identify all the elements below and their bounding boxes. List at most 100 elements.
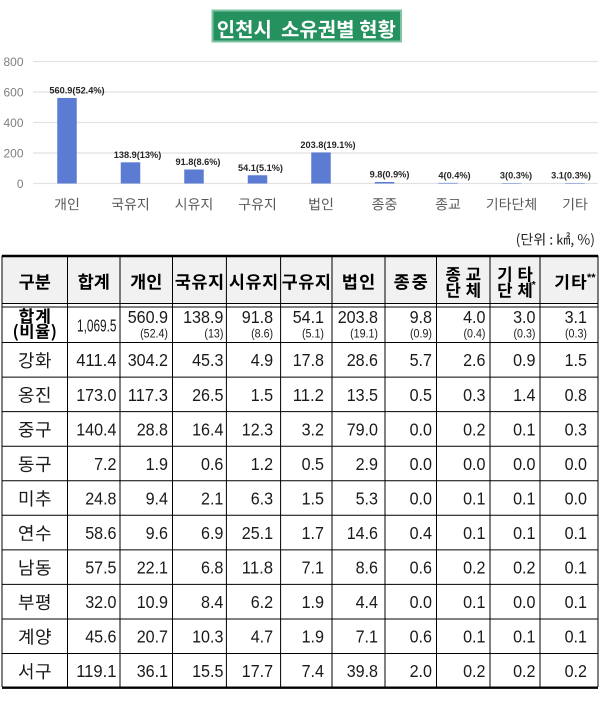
svg-text:0.5: 0.5 xyxy=(410,385,432,405)
svg-text:91.8: 91.8 xyxy=(242,307,273,327)
svg-text:0.8: 0.8 xyxy=(565,385,587,405)
svg-text:(52.4): (52.4) xyxy=(140,328,168,340)
svg-text:2.6: 2.6 xyxy=(463,350,485,370)
svg-text:0.0: 0.0 xyxy=(513,454,535,474)
svg-text:0.6: 0.6 xyxy=(410,558,432,578)
svg-text:32.0: 32.0 xyxy=(85,592,116,612)
svg-text:7.4: 7.4 xyxy=(302,661,325,681)
svg-text:560.9: 560.9 xyxy=(128,307,168,327)
svg-text:(0.3): (0.3) xyxy=(514,328,536,340)
svg-text:200: 200 xyxy=(3,146,23,160)
svg-text:1,069.5: 1,069.5 xyxy=(77,315,117,335)
svg-text:0.0: 0.0 xyxy=(565,488,587,508)
svg-text:4.0: 4.0 xyxy=(463,307,485,327)
svg-text:3.0: 3.0 xyxy=(513,307,535,327)
svg-text:0.2: 0.2 xyxy=(565,661,587,681)
svg-text:5.7: 5.7 xyxy=(410,350,432,370)
svg-text:1.5: 1.5 xyxy=(302,488,324,508)
svg-text:22.1: 22.1 xyxy=(137,558,168,578)
svg-text:0.1: 0.1 xyxy=(513,419,535,439)
svg-text:0.2: 0.2 xyxy=(513,661,535,681)
svg-text:0.0: 0.0 xyxy=(410,454,432,474)
svg-text:0.2: 0.2 xyxy=(463,558,485,578)
svg-text:0.1: 0.1 xyxy=(565,558,587,578)
svg-text:5.3: 5.3 xyxy=(356,488,378,508)
svg-text:560.9(52.4%): 560.9(52.4%) xyxy=(49,85,104,95)
svg-text:58.6: 58.6 xyxy=(85,523,116,543)
svg-text:0.6: 0.6 xyxy=(410,627,432,647)
svg-text:3.2: 3.2 xyxy=(302,419,324,439)
svg-text:79.0: 79.0 xyxy=(347,419,378,439)
svg-text:0.2: 0.2 xyxy=(463,661,485,681)
svg-text:117.3: 117.3 xyxy=(128,385,168,405)
svg-text:0.9: 0.9 xyxy=(513,350,535,370)
svg-text:6.9: 6.9 xyxy=(201,523,223,543)
svg-text:138.9: 138.9 xyxy=(183,307,223,327)
svg-text:0.0: 0.0 xyxy=(410,592,432,612)
svg-text:7.1: 7.1 xyxy=(356,627,378,647)
svg-text:2.1: 2.1 xyxy=(201,488,223,508)
svg-text:173.0: 173.0 xyxy=(76,385,116,405)
svg-text:0.5: 0.5 xyxy=(302,454,324,474)
svg-text:8.4: 8.4 xyxy=(201,592,224,612)
svg-text:2.9: 2.9 xyxy=(356,454,378,474)
svg-text:0.0: 0.0 xyxy=(513,592,535,612)
svg-text:0.1: 0.1 xyxy=(463,592,485,612)
svg-text:1.9: 1.9 xyxy=(302,627,324,647)
svg-text:411.4: 411.4 xyxy=(76,350,117,370)
svg-text:54.1: 54.1 xyxy=(293,307,324,327)
svg-text:45.6: 45.6 xyxy=(85,627,116,647)
svg-text:13.5: 13.5 xyxy=(347,385,378,405)
svg-text:54.1(5.1%): 54.1(5.1%) xyxy=(238,163,283,173)
svg-text:3.1: 3.1 xyxy=(565,307,587,327)
svg-text:0.0: 0.0 xyxy=(410,419,432,439)
svg-text:12.3: 12.3 xyxy=(242,419,273,439)
svg-text:36.1: 36.1 xyxy=(137,661,168,681)
svg-text:(0.9): (0.9) xyxy=(410,328,432,340)
svg-text:9.8: 9.8 xyxy=(410,307,432,327)
svg-text:4(0.4%): 4(0.4%) xyxy=(438,170,470,180)
svg-text:0.3: 0.3 xyxy=(565,419,587,439)
svg-text:28.8: 28.8 xyxy=(137,419,168,439)
svg-text:91.8(8.6%): 91.8(8.6%) xyxy=(176,157,221,167)
svg-text:7.2: 7.2 xyxy=(94,454,116,474)
svg-text:39.8: 39.8 xyxy=(347,661,378,681)
svg-text:0.2: 0.2 xyxy=(463,419,485,439)
svg-text:0.0: 0.0 xyxy=(565,454,587,474)
svg-text:*: * xyxy=(532,280,536,291)
svg-text:(8.6): (8.6) xyxy=(251,328,273,340)
svg-text:0.4: 0.4 xyxy=(410,523,433,543)
svg-text:0.2: 0.2 xyxy=(513,558,535,578)
svg-text:6.3: 6.3 xyxy=(251,488,273,508)
svg-text:9.8(0.9%): 9.8(0.9%) xyxy=(370,170,410,180)
svg-text:0.3: 0.3 xyxy=(463,385,485,405)
svg-text:9.6: 9.6 xyxy=(146,523,168,543)
svg-text:(0.4): (0.4) xyxy=(464,328,486,340)
svg-text:1.5: 1.5 xyxy=(565,350,587,370)
svg-text:1.9: 1.9 xyxy=(146,454,168,474)
svg-text:304.2: 304.2 xyxy=(128,350,168,370)
svg-text:0.1: 0.1 xyxy=(513,488,535,508)
svg-text:600: 600 xyxy=(3,85,23,99)
svg-text:(19.1): (19.1) xyxy=(350,328,378,340)
svg-text:0.1: 0.1 xyxy=(463,523,485,543)
svg-text:140.4: 140.4 xyxy=(76,419,117,439)
svg-text:4.9: 4.9 xyxy=(251,350,273,370)
svg-text:0.1: 0.1 xyxy=(565,523,587,543)
svg-text:26.5: 26.5 xyxy=(192,385,223,405)
svg-text:20.7: 20.7 xyxy=(137,627,168,647)
svg-text:45.3: 45.3 xyxy=(192,350,223,370)
svg-text:1.7: 1.7 xyxy=(302,523,324,543)
svg-text:11.2: 11.2 xyxy=(293,385,324,405)
svg-text:24.8: 24.8 xyxy=(85,488,116,508)
svg-text:17.7: 17.7 xyxy=(242,661,273,681)
svg-text:1.9: 1.9 xyxy=(302,592,324,612)
svg-text:11.8: 11.8 xyxy=(242,558,273,578)
svg-text:1.5: 1.5 xyxy=(251,385,273,405)
svg-text:16.4: 16.4 xyxy=(192,419,224,439)
svg-text:4.4: 4.4 xyxy=(356,592,379,612)
svg-text:3.1(0.3%): 3.1(0.3%) xyxy=(551,171,591,181)
svg-text:0.1: 0.1 xyxy=(565,627,587,647)
svg-text:(0.3): (0.3) xyxy=(565,328,587,340)
svg-text:0.0: 0.0 xyxy=(463,454,485,474)
